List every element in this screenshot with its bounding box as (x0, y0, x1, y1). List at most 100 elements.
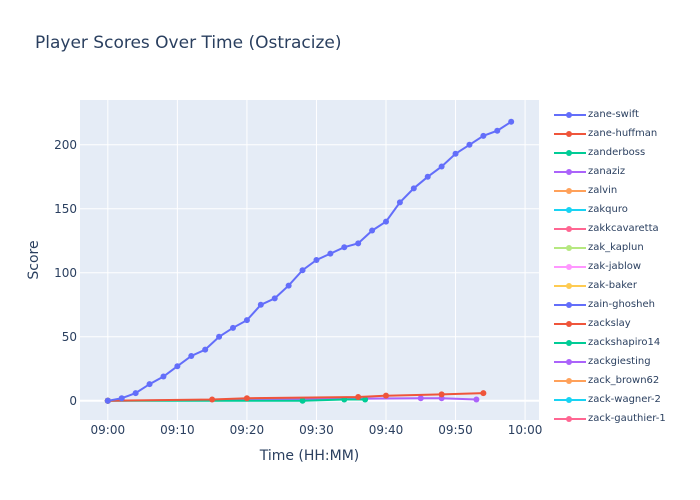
legend-item[interactable]: zanderboss (552, 143, 645, 162)
legend-swatch (552, 262, 588, 272)
legend-item[interactable]: zakquro (552, 200, 628, 219)
legend-item[interactable]: zak-baker (552, 276, 637, 295)
series-zane-swift (104, 118, 515, 404)
legend-label: zane-swift (588, 109, 639, 120)
legend-swatch (552, 205, 588, 215)
plot-area (80, 100, 539, 420)
x-tick-label: 09:20 (230, 423, 265, 437)
data-point (160, 373, 167, 380)
data-point (174, 363, 181, 370)
x-tick-label: 09:00 (91, 423, 126, 437)
data-point (132, 390, 139, 397)
data-point (383, 218, 389, 225)
data-point (243, 317, 250, 324)
y-tick-label: 200 (54, 138, 77, 152)
x-tick-label: 10:00 (508, 423, 543, 437)
x-tick-label: 09:50 (438, 423, 473, 437)
legend-label: zanaziz (588, 166, 626, 177)
legend-item[interactable]: zackshapiro14 (552, 333, 660, 352)
data-point (146, 381, 153, 388)
legend-label: zakquro (588, 204, 628, 215)
data-point (410, 185, 417, 192)
data-point (466, 141, 473, 148)
legend-label: zalvin (588, 185, 618, 196)
series-line (107, 398, 366, 402)
series-line (107, 397, 477, 402)
legend-swatch (552, 281, 588, 291)
legend: zane-swift zane-huffman zanderboss zanaziz z… (552, 105, 665, 423)
x-tick-label: 09:30 (299, 423, 334, 437)
legend-swatch (552, 414, 588, 424)
legend-item[interactable]: zalvin (552, 181, 617, 200)
y-tick-label: 150 (54, 202, 77, 216)
legend-swatch (552, 395, 588, 405)
data-point (118, 395, 125, 402)
data-point (216, 333, 223, 340)
legend-label: zane-huffman (588, 128, 658, 139)
legend-swatch (552, 376, 588, 386)
legend-item[interactable]: zanaziz (552, 162, 625, 181)
legend-item[interactable]: zak_kaplun (552, 238, 644, 257)
legend-item[interactable]: zack_brown62 (552, 371, 659, 390)
data-point (438, 391, 445, 398)
legend-item[interactable]: zane-swift (552, 105, 639, 124)
data-point (508, 118, 515, 125)
data-point (362, 396, 369, 403)
legend-label: zackshapiro14 (588, 337, 661, 348)
legend-swatch (552, 110, 588, 120)
legend-label: zain-ghosheh (588, 299, 655, 310)
data-point (299, 267, 306, 274)
legend-item[interactable]: zak-jablow (552, 257, 641, 276)
data-point (271, 295, 278, 302)
legend-swatch (552, 129, 588, 139)
legend-swatch (552, 243, 588, 253)
y-tick-label: 0 (69, 394, 77, 408)
y-tick-label: 50 (62, 330, 77, 344)
legend-item[interactable]: zain-ghosheh (552, 295, 655, 314)
legend-swatch (552, 186, 588, 196)
data-point (396, 199, 403, 206)
legend-swatch (552, 319, 588, 329)
y-tick-labels: 0 50 100 150 200 (54, 138, 77, 408)
legend-swatch (552, 167, 588, 177)
data-point (494, 127, 501, 134)
data-point (452, 150, 459, 157)
legend-label: zack_brown62 (588, 375, 660, 386)
data-point (209, 396, 216, 403)
data-point (327, 250, 334, 257)
legend-label: zakkcavaretta (588, 223, 659, 234)
y-tick-label: 100 (54, 266, 77, 280)
legend-item[interactable]: zane-huffman (552, 124, 657, 143)
legend-label: zack-gauthier-1 (588, 413, 665, 423)
data-point (104, 397, 111, 404)
data-point (369, 227, 376, 234)
legend-item[interactable]: zack-wagner-2 (552, 390, 661, 409)
data-point (480, 390, 487, 397)
data-point (473, 396, 480, 403)
gridlines (80, 100, 539, 420)
legend-label: zackgiesting (588, 356, 651, 367)
data-point (417, 395, 424, 402)
data-point (383, 392, 389, 399)
data-point (355, 240, 362, 247)
legend-item[interactable]: zack-gauthier-1 (552, 409, 665, 423)
legend-swatch (552, 300, 588, 310)
legend-swatch (552, 148, 588, 158)
data-point (257, 301, 264, 308)
x-tick-labels: 09:00 09:10 09:20 09:30 09:40 09:50 10:00 (91, 423, 543, 437)
data-point (285, 282, 292, 289)
legend-item[interactable]: zackgiesting (552, 352, 651, 371)
legend-label: zack-wagner-2 (588, 394, 661, 405)
data-point (480, 132, 487, 139)
legend-item[interactable]: zakkcavaretta (552, 219, 659, 238)
data-point (341, 244, 348, 251)
legend-label: zak_kaplun (588, 242, 644, 253)
x-axis-label: Time (HH:MM) (259, 448, 360, 464)
data-point (243, 395, 250, 402)
chart-title: Player Scores Over Time (Ostracize) (35, 33, 342, 53)
data-point (230, 324, 236, 331)
legend-item[interactable]: zackslay (552, 314, 631, 333)
legend-swatch (552, 224, 588, 234)
legend-swatch (552, 338, 588, 348)
